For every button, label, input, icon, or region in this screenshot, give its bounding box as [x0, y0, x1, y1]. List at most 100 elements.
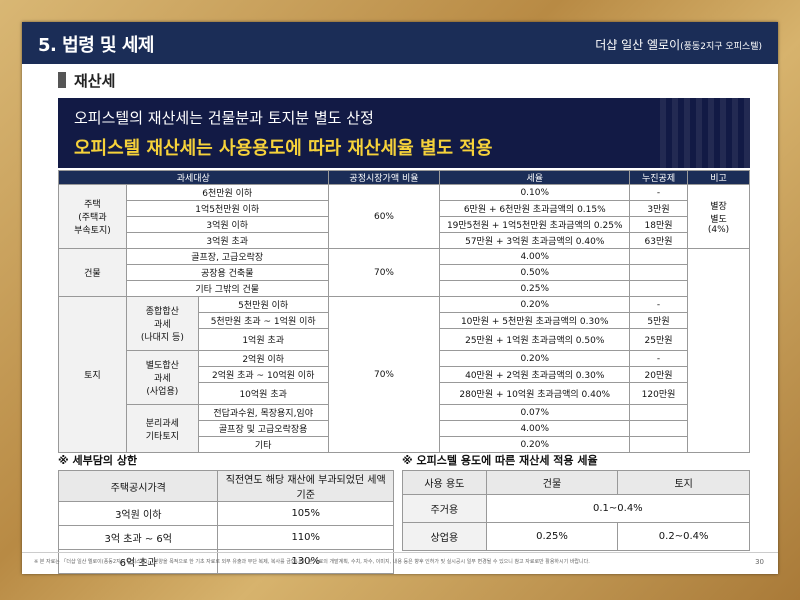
- cell-rate: 0.10%: [439, 184, 631, 201]
- cell-deduct: [629, 248, 689, 265]
- page-title: 5. 법령 및 세제: [38, 35, 154, 56]
- cell-deduct: 3만원: [629, 200, 689, 217]
- cell-rate: 19만5천원 + 1억5천만원 초과금액의 0.25%: [439, 216, 631, 233]
- property-tax-table: 과세대상 공정시장가액 비율 세율 누진공제 비고 주택 (주택과 부속토지) …: [58, 170, 750, 453]
- table-row: 주택 (주택과 부속토지) 6천만원 이하 60% 0.10% - 별장 별도 …: [58, 184, 750, 249]
- banner-line-2: 오피스텔 재산세는 사용용도에 따라 재산세율 별도 적용: [74, 138, 493, 159]
- cell-limit: 105%: [217, 501, 394, 526]
- land-group-label: 별도합산 과세 (사업용): [125, 350, 199, 405]
- land-label: 토지: [58, 296, 127, 453]
- cell-deduct: 25만원: [629, 328, 689, 351]
- cell-rate: 4.00%: [439, 420, 631, 437]
- header-note: 비고: [687, 170, 750, 185]
- cell-deduct: [629, 404, 689, 421]
- cell-price: 3억 초과 ~ 6억: [57, 525, 219, 550]
- cell-deduct: -: [629, 296, 689, 313]
- cell-deduct: [629, 280, 689, 297]
- cell-rate: 0.25%: [439, 280, 631, 297]
- table-row: 공장용 건축물 0.50%: [59, 264, 750, 281]
- table-row: 10억원 초과 280만원 + 10억원 초과금액의 0.40% 120만원: [59, 382, 750, 405]
- housing-label: 주택 (주택과 부속토지): [58, 184, 127, 249]
- cell-deduct: -: [629, 184, 689, 201]
- cell-rate: 0.20%: [439, 350, 631, 367]
- cell-rate: 6만원 + 6천만원 초과금액의 0.15%: [439, 200, 631, 217]
- footer-divider: [22, 552, 778, 553]
- header-deduct: 누진공제: [629, 170, 689, 185]
- table-row: 기타 0.20%: [59, 436, 750, 453]
- cell-limit: 130%: [217, 549, 394, 574]
- header-rate: 세율: [439, 170, 631, 185]
- brand-main: 더샵 일산 엘로이: [595, 38, 681, 52]
- cell-range: 1억원 초과: [197, 328, 329, 351]
- cell-deduct: [629, 264, 689, 281]
- table-row: 건물 골프장, 고급오락장 70% 4.00%: [58, 248, 750, 453]
- table-row: 5천만원 초과 ~ 1억원 이하 10만원 + 5천만원 초과금액의 0.30%…: [59, 312, 750, 329]
- cell-range: 전답과수원, 목장용지,임야: [197, 404, 329, 421]
- cell-deduct: 63만원: [629, 232, 689, 249]
- page-number: 30: [755, 558, 764, 566]
- brand-sub: (풍동2지구 오피스텔): [680, 42, 762, 52]
- cell-range: 3억원 이하: [125, 216, 329, 233]
- cell-range: 1억5천만원 이하: [125, 200, 329, 217]
- table-header-row: 주택공시가격 직전연도 해당 재산에 부과되었던 세액 기준: [57, 470, 394, 502]
- building-label: 건물: [58, 248, 127, 297]
- cell-range: 골프장 및 고급오락장용: [197, 420, 329, 437]
- building-ratio: 70%: [327, 248, 441, 297]
- table-row: 3억 초과 ~ 6억 110%: [57, 525, 394, 550]
- officetel-header-use: 사용 용도: [402, 470, 487, 495]
- table-row: 별도합산 과세 (사업용) 2억원 이하 0.20% -: [59, 350, 750, 405]
- cell-deduct: 20만원: [629, 366, 689, 383]
- cell-rate: 0.20%: [439, 296, 631, 313]
- cap-title: ※ 세부담의 상한: [58, 454, 138, 467]
- cell-deduct: [629, 436, 689, 453]
- footer-disclaimer: ※ 본 자료는 「더샵 일산 엘로이(풍동2지구 오피스텔)」 분양을 목적으로…: [34, 559, 590, 565]
- cell-rate: 25만원 + 1억원 초과금액의 0.50%: [439, 328, 631, 351]
- cell-use: 주거용: [402, 494, 487, 523]
- cell-range: 골프장, 고급오락장: [125, 248, 329, 265]
- officetel-rate-table: 사용 용도 건물 토지 주거용 0.1~0.4% 상업용 0.25% 0.2~0…: [402, 470, 751, 551]
- cell-rate: 10만원 + 5천만원 초과금액의 0.30%: [439, 312, 631, 329]
- section-marker-icon: [58, 72, 66, 88]
- cell-range: 2억원 이하: [197, 350, 329, 367]
- cell-deduct: 18만원: [629, 216, 689, 233]
- cell-note-empty: [687, 248, 750, 453]
- cell-rate: 0.1~0.4%: [485, 494, 751, 523]
- cell-limit: 110%: [217, 525, 394, 550]
- cell-use: 상업용: [402, 522, 487, 551]
- cell-rate: 0.20%: [439, 436, 631, 453]
- header-ratio: 공정시장가액 비율: [327, 170, 441, 185]
- cell-rate: 57만원 + 3억원 초과금액의 0.40%: [439, 232, 631, 249]
- header-bar: 5. 법령 및 세제 더샵 일산 엘로이(풍동2지구 오피스텔): [22, 22, 778, 64]
- table-header-row: 과세대상 공정시장가액 비율 세율 누진공제 비고: [58, 170, 750, 185]
- cell-range: 기타: [197, 436, 329, 453]
- section-title: 재산세: [74, 71, 116, 90]
- officetel-header-building: 건물: [485, 470, 619, 495]
- table-header-row: 사용 용도 건물 토지: [402, 470, 750, 495]
- table-row: 1억원 초과 25만원 + 1억원 초과금액의 0.50% 25만원: [59, 328, 750, 351]
- cell-deduct: 120만원: [629, 382, 689, 405]
- cell-range: 3억원 초과: [125, 232, 329, 249]
- officetel-header-land: 토지: [617, 470, 750, 495]
- cell-range: 6천만원 이하: [125, 184, 329, 201]
- cell-rate: 4.00%: [439, 248, 631, 265]
- cell-deduct: 5만원: [629, 312, 689, 329]
- summary-banner: 오피스텔의 재산세는 건물분과 토지분 별도 산정 오피스텔 재산세는 사용용도…: [58, 98, 750, 168]
- cell-rate: 0.07%: [439, 404, 631, 421]
- cell-price: 6억 초과: [57, 549, 219, 574]
- cell-range: 5천만원 초과 ~ 1억원 이하: [197, 312, 329, 329]
- slide: 5. 법령 및 세제 더샵 일산 엘로이(풍동2지구 오피스텔) 재산세 오피스…: [22, 22, 778, 574]
- cell-range: 기타 그밖의 건물: [125, 280, 329, 297]
- cell-range: 10억원 초과: [197, 382, 329, 405]
- table-row: 상업용 0.25% 0.2~0.4%: [402, 522, 750, 551]
- housing-ratio: 60%: [327, 184, 441, 249]
- cell-building-rate: 0.25%: [485, 522, 619, 551]
- table-row: 주거용 0.1~0.4%: [402, 494, 751, 523]
- banner-line-1: 오피스텔의 재산세는 건물분과 토지분 별도 산정: [74, 109, 374, 127]
- banner-pattern-icon: [660, 98, 750, 168]
- cell-rate: 40만원 + 2억원 초과금액의 0.30%: [439, 366, 631, 383]
- cell-range: 2억원 초과 ~ 10억원 이하: [197, 366, 329, 383]
- housing-note: 별장 별도 (4%): [687, 184, 750, 249]
- table-row: 3억원 이하 105%: [57, 501, 394, 526]
- land-group-label: 분리과세 기타토지: [125, 404, 199, 453]
- section-heading: 재산세: [58, 70, 115, 90]
